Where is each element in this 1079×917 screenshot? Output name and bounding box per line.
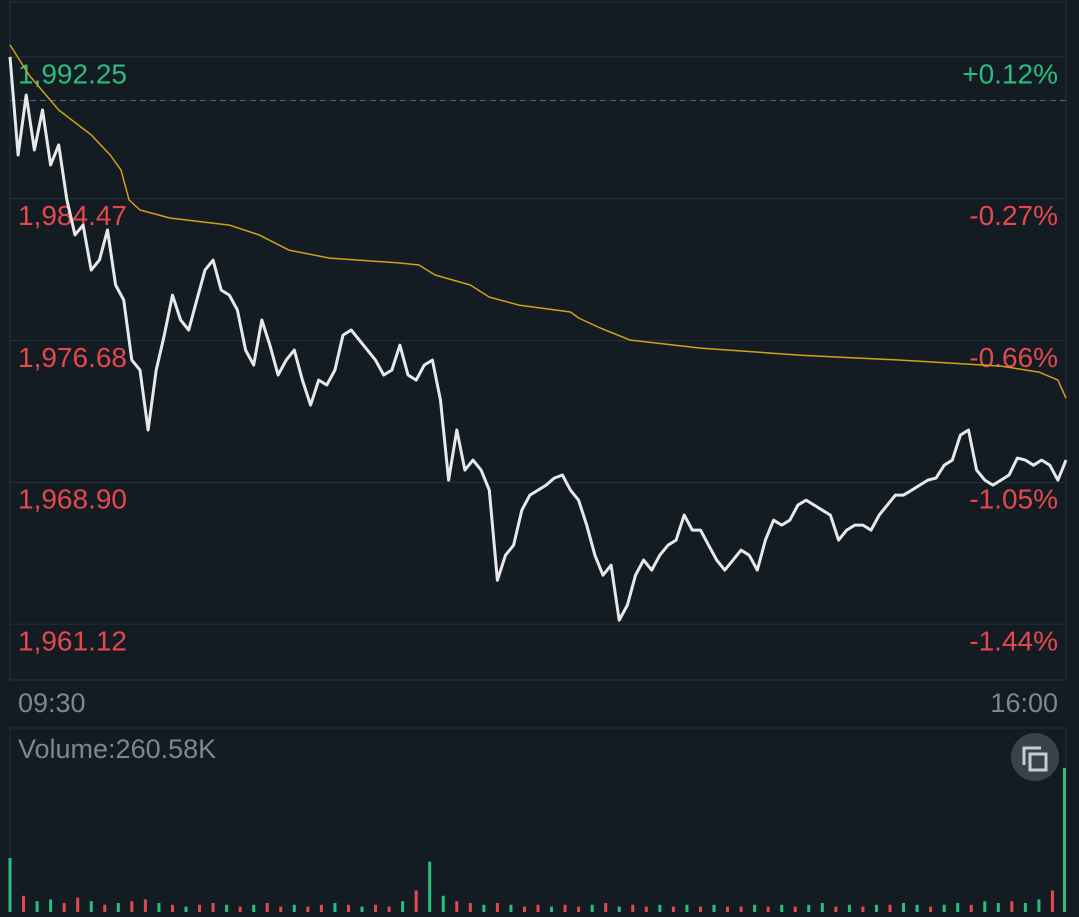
expand-button-bg[interactable] bbox=[1011, 733, 1059, 781]
volume-bar bbox=[631, 904, 635, 912]
volume-bar bbox=[685, 904, 689, 912]
volume-bar bbox=[455, 901, 459, 912]
volume-bar bbox=[1010, 901, 1014, 912]
volume-bar bbox=[766, 906, 770, 912]
volume-bar bbox=[712, 904, 716, 912]
y2-tick-label: -1.44% bbox=[969, 625, 1058, 656]
y-tick-label: 1,961.12 bbox=[18, 625, 127, 656]
volume-bar bbox=[333, 903, 337, 912]
volume-bar bbox=[563, 904, 567, 912]
y-tick-label: 1,976.68 bbox=[18, 342, 127, 373]
volume-bar bbox=[698, 906, 702, 912]
volume-bar bbox=[225, 904, 229, 912]
volume-bar bbox=[753, 904, 757, 912]
volume-bar bbox=[482, 904, 486, 912]
volume-bar bbox=[536, 904, 540, 912]
price-line bbox=[8, 56, 1068, 622]
volume-bar bbox=[1037, 899, 1041, 912]
volume-bar bbox=[983, 901, 987, 912]
volume-bar bbox=[49, 899, 53, 912]
volume-bar bbox=[509, 904, 513, 912]
volume-bar bbox=[143, 899, 147, 912]
volume-bar bbox=[969, 904, 973, 912]
volume-bar bbox=[116, 903, 120, 912]
expand-button[interactable] bbox=[1011, 733, 1059, 781]
volume-bar bbox=[35, 901, 39, 912]
volume-bar bbox=[170, 904, 174, 912]
volume-bar bbox=[820, 903, 824, 912]
volume-bar bbox=[956, 903, 960, 912]
volume-bar bbox=[915, 904, 919, 912]
x-tick-label: 09:30 bbox=[18, 688, 86, 718]
volume-bar bbox=[929, 906, 933, 912]
volume-bar bbox=[590, 904, 594, 912]
y-tick-label: 1,968.90 bbox=[18, 484, 127, 515]
volume-bar bbox=[89, 901, 93, 912]
volume-bar bbox=[401, 901, 405, 912]
volume-bar bbox=[76, 897, 80, 912]
volume-bar bbox=[252, 904, 256, 912]
volume-bar bbox=[306, 906, 310, 912]
volume-bar bbox=[874, 904, 878, 912]
volume-bar bbox=[414, 890, 418, 912]
volume-bar bbox=[62, 903, 66, 912]
volume-bar bbox=[847, 904, 851, 912]
volume-bar bbox=[130, 901, 134, 912]
volume-bar bbox=[1023, 903, 1027, 912]
y2-tick-label: -0.27% bbox=[969, 200, 1058, 231]
volume-bar bbox=[8, 858, 12, 912]
volume-bar bbox=[22, 895, 26, 912]
volume-bar bbox=[157, 903, 161, 912]
volume-bar bbox=[617, 906, 621, 912]
y2-tick-label: +0.12% bbox=[962, 58, 1058, 89]
volume-bar bbox=[387, 906, 391, 912]
volume-bar bbox=[834, 906, 838, 912]
volume-bar bbox=[1063, 768, 1066, 912]
volume-bar bbox=[996, 903, 1000, 912]
volume-bar bbox=[942, 904, 946, 912]
y2-tick-label: -1.05% bbox=[969, 484, 1058, 515]
volume-bar bbox=[292, 904, 296, 912]
volume-bar bbox=[441, 895, 445, 912]
volume-bar bbox=[902, 903, 906, 912]
volume-bar bbox=[103, 904, 107, 912]
volume-bar bbox=[793, 906, 797, 912]
volume-bar bbox=[604, 903, 608, 912]
volume-bar bbox=[807, 904, 811, 912]
volume-bar bbox=[1050, 890, 1054, 912]
volume-bar bbox=[346, 904, 350, 912]
volume-bar bbox=[888, 904, 892, 912]
volume-bar bbox=[522, 906, 526, 912]
volume-bar bbox=[428, 861, 432, 912]
volume-bar bbox=[550, 906, 554, 912]
x-tick-label: 16:00 bbox=[990, 688, 1058, 718]
volume-bar bbox=[468, 903, 472, 912]
volume-label: Volume:260.58K bbox=[18, 734, 216, 764]
y-tick-label: 1,992.25 bbox=[18, 58, 127, 89]
volume-bar bbox=[739, 906, 743, 912]
volume-bar bbox=[198, 904, 202, 912]
expand-icon[interactable] bbox=[1022, 746, 1048, 772]
volume-bar bbox=[265, 903, 269, 912]
volume-bar bbox=[780, 904, 784, 912]
volume-bar bbox=[374, 904, 378, 912]
volume-bar bbox=[495, 903, 499, 912]
volume-bar bbox=[658, 904, 662, 912]
volume-bar bbox=[644, 906, 648, 912]
volume-bar bbox=[279, 906, 283, 912]
volume-bar bbox=[861, 906, 865, 912]
volume-bar bbox=[726, 906, 730, 912]
volume-bar bbox=[671, 906, 675, 912]
volume-bar bbox=[238, 906, 242, 912]
average-line bbox=[9, 44, 1067, 399]
volume-bar bbox=[360, 906, 364, 912]
volume-bar bbox=[211, 903, 215, 912]
volume-bar bbox=[184, 906, 188, 912]
volume-bar bbox=[319, 904, 323, 912]
volume-bar bbox=[577, 906, 581, 912]
